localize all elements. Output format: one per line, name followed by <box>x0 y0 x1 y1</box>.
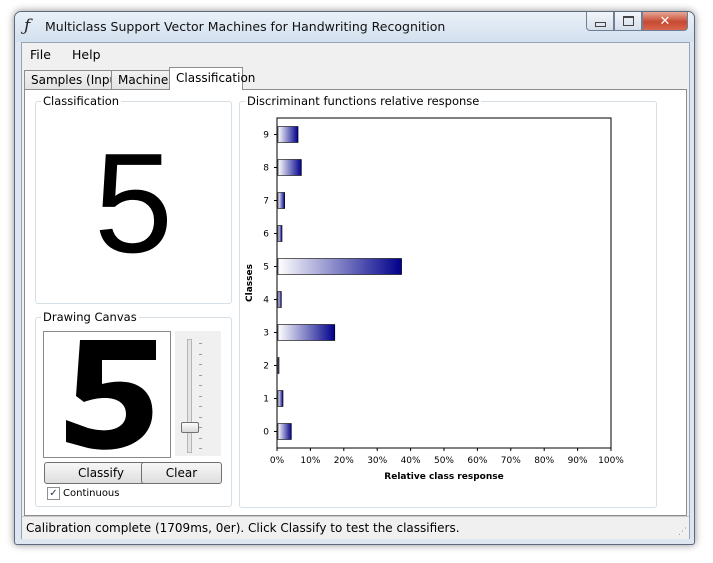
x-tick-label: 70% <box>501 456 521 466</box>
classify-button[interactable]: Classify <box>44 462 158 484</box>
drawing-canvas[interactable] <box>43 331 171 458</box>
y-tick-label: 4 <box>263 296 269 306</box>
x-tick-label: 80% <box>534 456 554 466</box>
slider-tick <box>199 374 202 376</box>
y-tick-label: 6 <box>263 230 269 240</box>
classified-digit: 5 <box>94 124 173 283</box>
y-axis-label: Classes <box>245 264 255 302</box>
maximize-button[interactable] <box>614 12 642 31</box>
slider-tick <box>199 364 202 365</box>
tab-machines[interactable]: Machines <box>111 70 174 89</box>
x-tick-label: 90% <box>568 456 588 466</box>
bar-class-0 <box>277 423 292 440</box>
chart-group-label: Discriminant functions relative response <box>245 94 482 108</box>
clear-button[interactable]: Clear <box>141 462 222 484</box>
window-title: Multiclass Support Vector Machines for H… <box>45 19 446 34</box>
drawn-digit-five <box>66 340 156 450</box>
slider-tick <box>199 427 202 428</box>
discriminant-chart: 0 1 2 3 4 5 6 7 8 9 0% 10% 20% 30% 40% 50% 60% 70% 80% 90%… <box>245 117 624 482</box>
y-tick-label: 1 <box>263 395 269 405</box>
x-tick-label: 60% <box>467 456 487 466</box>
continuous-label: Continuous <box>63 488 120 499</box>
slider-tick <box>199 343 202 344</box>
resize-grip-icon[interactable]: ⋰ <box>678 527 687 537</box>
drawing-canvas-group-label: Drawing Canvas <box>41 310 139 324</box>
close-button[interactable]: ✕ <box>642 12 688 31</box>
app-window: ƒ Multiclass Support Vector Machines for… <box>14 11 695 545</box>
bar-class-7 <box>277 192 285 209</box>
x-axis-label: Relative class response <box>384 472 503 482</box>
brush-size-slider[interactable] <box>175 331 221 456</box>
y-tick-label: 8 <box>263 164 269 174</box>
slider-tick <box>199 406 202 407</box>
discriminant-chart-group: Discriminant functions relative response… <box>239 94 657 508</box>
tab-samples-input[interactable]: Samples (Input) <box>24 70 127 89</box>
checkmark-icon: ✓ <box>49 488 58 499</box>
slider-tick <box>199 416 202 418</box>
plot-area <box>276 117 612 449</box>
status-text: Calibration complete (1709ms, 0er). Clic… <box>26 521 460 535</box>
slider-tick <box>199 353 202 355</box>
bar-class-5 <box>277 258 402 275</box>
slider-thumb[interactable] <box>181 422 199 434</box>
y-tick-label: 0 <box>263 428 269 438</box>
slider-tick <box>199 437 202 439</box>
x-tick-label: 0% <box>270 456 285 466</box>
bar-class-8 <box>277 159 302 176</box>
x-tick-label: 30% <box>367 456 387 466</box>
drawing-canvas-group: Drawing Canvas Classify Clear ✓ Continuo… <box>35 310 232 507</box>
menu-bar: File Help <box>22 43 689 65</box>
bar-class-2 <box>277 357 280 374</box>
slider-track <box>187 339 192 453</box>
x-tick-label: 50% <box>434 456 454 466</box>
x-tick-label: 10% <box>300 456 320 466</box>
minimize-button[interactable] <box>586 12 614 31</box>
menu-help[interactable]: Help <box>72 47 101 62</box>
minimize-icon <box>594 21 606 27</box>
close-icon: ✕ <box>659 13 671 29</box>
bar-class-9 <box>277 126 299 143</box>
tab-classification[interactable]: Classification <box>169 67 255 90</box>
slider-tick <box>199 385 202 386</box>
function-f-icon: ƒ <box>24 16 31 36</box>
classification-tab-page: Classification 5 Drawing Canvas Classify… <box>24 89 687 516</box>
status-bar: Calibration complete (1709ms, 0er). Clic… <box>22 516 689 539</box>
bar-class-4 <box>277 291 282 308</box>
maximize-icon <box>622 16 634 26</box>
slider-tick <box>199 395 202 397</box>
bar-class-6 <box>277 225 283 242</box>
client-area: File Help Samples (Input) Machines Class… <box>21 42 690 539</box>
classification-group-label: Classification <box>41 94 122 108</box>
x-tick-label: 100% <box>598 456 624 466</box>
slider-tick <box>199 448 202 449</box>
y-tick-label: 3 <box>263 329 269 339</box>
y-tick-label: 5 <box>263 263 269 273</box>
menu-file[interactable]: File <box>30 47 51 62</box>
x-tick-label: 40% <box>401 456 421 466</box>
y-tick-label: 7 <box>263 197 269 207</box>
continuous-checkbox[interactable]: ✓ <box>47 487 60 500</box>
classification-group: Classification 5 <box>35 94 232 304</box>
x-tick-label: 20% <box>334 456 354 466</box>
title-bar[interactable]: ƒ Multiclass Support Vector Machines for… <box>15 12 694 42</box>
caption-buttons: ✕ <box>586 12 688 31</box>
bar-class-1 <box>277 390 284 407</box>
y-tick-label: 9 <box>263 131 269 141</box>
bar-class-3 <box>277 324 336 341</box>
y-tick-label: 2 <box>263 362 269 372</box>
